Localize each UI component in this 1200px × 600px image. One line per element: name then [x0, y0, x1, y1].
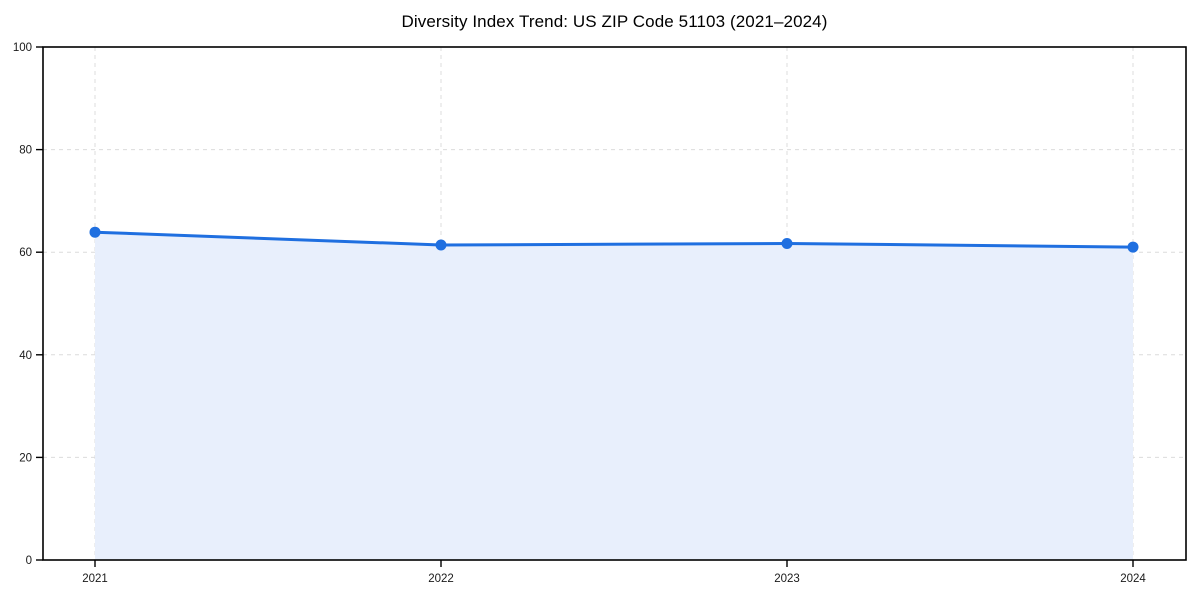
plot-frame	[42, 46, 1187, 561]
y-tick-label: 40	[19, 350, 32, 362]
x-tick-label: 2021	[82, 573, 108, 585]
data-point	[435, 239, 447, 251]
area-fill	[95, 232, 1133, 560]
y-tick-label: 100	[13, 42, 32, 54]
chart-title: Diversity Index Trend: US ZIP Code 51103…	[401, 12, 828, 31]
data-point	[781, 237, 793, 249]
y-tick-label: 60	[19, 247, 32, 259]
y-tick-label: 20	[19, 452, 32, 464]
y-tick-label: 0	[26, 555, 32, 567]
trend-line	[93, 230, 1135, 249]
x-tick-label: 2023	[774, 573, 800, 585]
x-tick-label: 2024	[1120, 573, 1146, 585]
y-tick-label: 80	[19, 145, 32, 157]
data-point	[89, 226, 101, 238]
data-point	[1127, 241, 1139, 253]
x-tick-label: 2022	[428, 573, 454, 585]
